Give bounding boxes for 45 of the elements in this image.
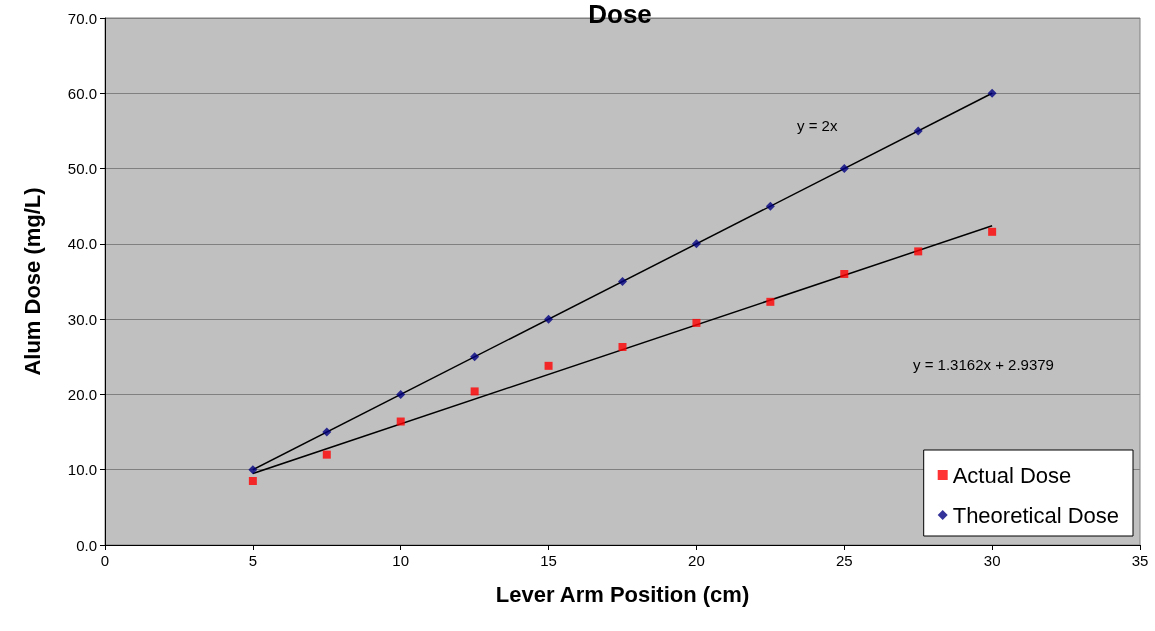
point <box>470 387 479 396</box>
annotation: y = 1.3162x + 2.9379 <box>913 356 1054 373</box>
x-axis-title: Lever Arm Position (cm) <box>495 581 750 607</box>
y-axis-title: Alum Dose (mg/L) <box>19 187 45 376</box>
point <box>840 269 849 278</box>
point <box>470 352 480 362</box>
y-tick-label: 30.0 <box>67 310 97 328</box>
point <box>839 164 849 174</box>
point <box>248 477 257 486</box>
point <box>396 417 405 426</box>
point <box>766 297 775 306</box>
x-tick-label: 35 <box>1131 552 1149 569</box>
y-tick-label: 20.0 <box>67 385 97 403</box>
legend-label: Actual Dose <box>952 462 1072 488</box>
point <box>987 88 997 98</box>
point <box>618 277 627 286</box>
point <box>396 389 406 399</box>
x-tick-label: 25 <box>835 552 853 569</box>
annotation: y = 2x <box>797 117 838 134</box>
point <box>322 427 332 437</box>
point <box>544 361 553 370</box>
chart-title: Dose <box>588 0 652 29</box>
y-tick-label: 0.0 <box>76 536 97 554</box>
x-tick-label: 20 <box>688 552 705 569</box>
y-tick-label: 60.0 <box>67 84 97 102</box>
x-tick-label: 0 <box>100 552 110 569</box>
x-tick-label: 30 <box>983 552 1001 569</box>
y-tick-label: 70.0 <box>67 9 97 27</box>
y-tick-label: 40.0 <box>67 235 97 253</box>
point <box>692 318 701 327</box>
x-tick-label: 10 <box>392 552 410 569</box>
point <box>544 314 554 324</box>
y-tick-label: 50.0 <box>67 160 97 178</box>
point <box>248 465 258 475</box>
y-tick-label: 10.0 <box>67 461 97 479</box>
point <box>765 201 775 211</box>
point <box>618 343 627 351</box>
point <box>322 450 331 459</box>
point <box>988 227 997 236</box>
legend-label: Theoretical Dose <box>952 502 1120 528</box>
x-tick-label: 5 <box>248 552 258 569</box>
point <box>914 247 923 256</box>
point <box>913 126 923 136</box>
x-tick-label: 15 <box>540 552 557 569</box>
point <box>691 239 701 249</box>
